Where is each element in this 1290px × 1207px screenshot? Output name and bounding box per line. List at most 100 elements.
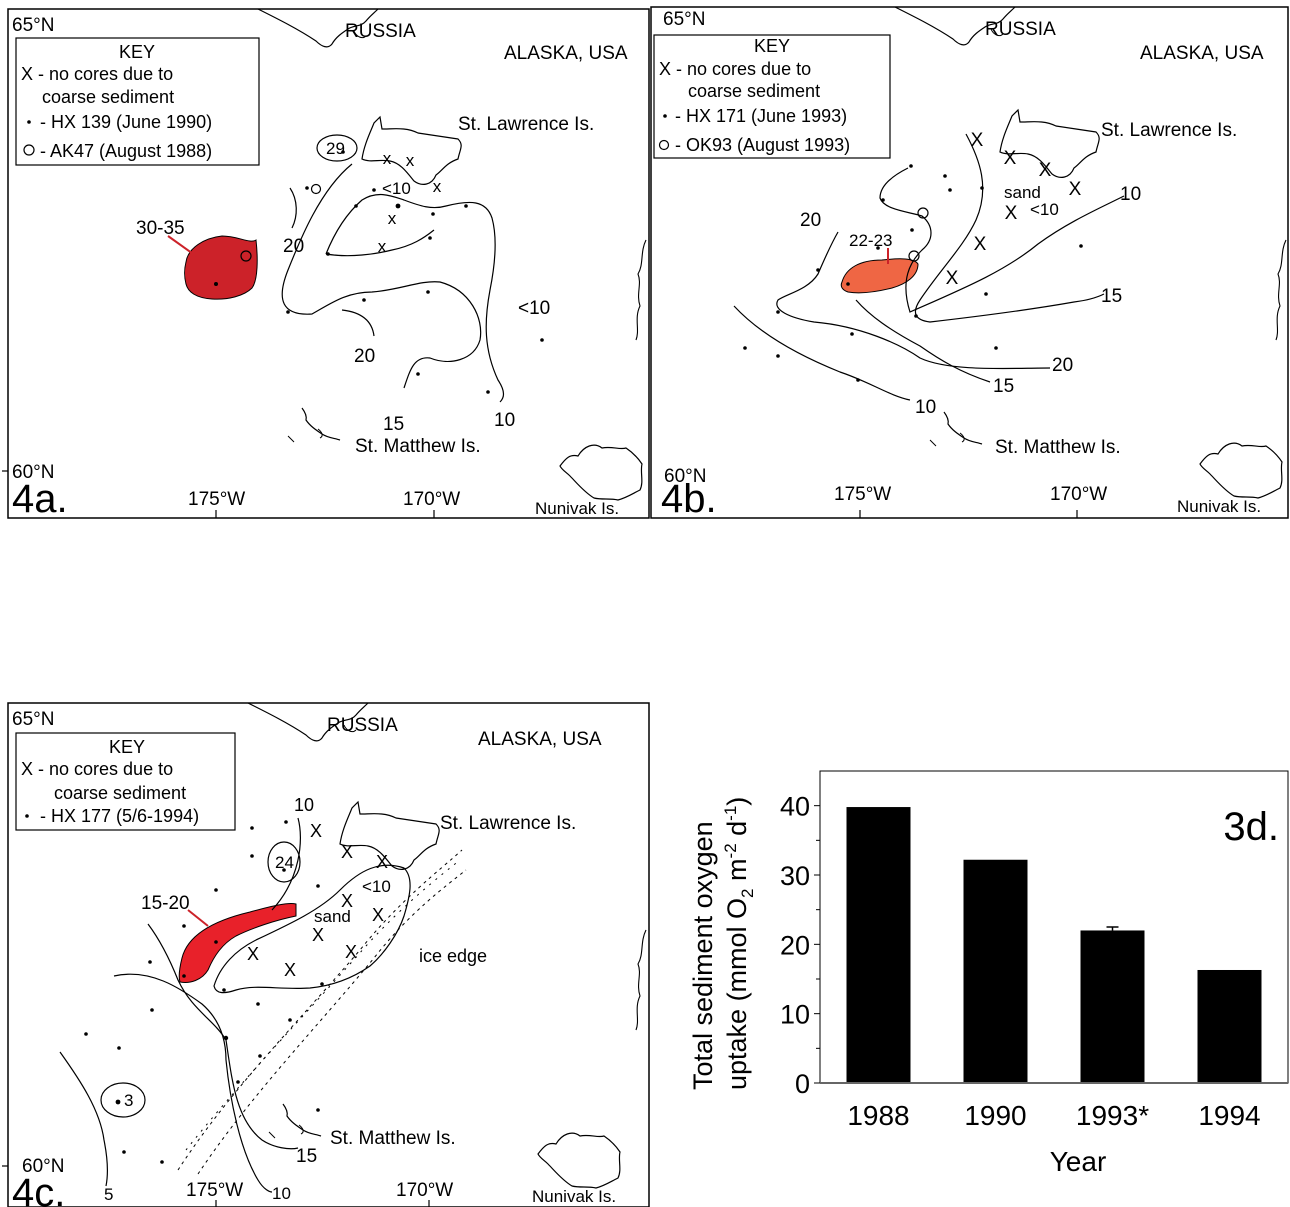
key-box: [15, 37, 260, 166]
svg-text:x: x: [378, 237, 387, 256]
key-x-line2: coarse sediment: [54, 783, 186, 803]
st-matthew-label: St. Matthew Is.: [995, 437, 1121, 458]
x-axis-title: Year: [1050, 1146, 1107, 1177]
svg-text:X: X: [971, 130, 984, 151]
lon-175-label: 175°W: [188, 489, 245, 510]
key-box: [653, 34, 891, 159]
panel-4b-frame: [650, 6, 1289, 519]
stations-4c: [84, 820, 324, 1164]
key-title: KEY: [754, 36, 790, 56]
x-marks-4c: XX X XXX XXX: [247, 821, 388, 980]
label-sand: sand: [314, 907, 351, 926]
label-sand: sand: [1004, 183, 1041, 202]
x-axis: 1988 1990 1993* 1994: [847, 1100, 1260, 1131]
svg-text:x: x: [406, 151, 415, 170]
svg-text:X: X: [310, 821, 322, 841]
label-24: 24: [275, 853, 294, 872]
y-axis-title: Total sediment oxygen uptake (mmol O2 m-…: [688, 797, 757, 1090]
high-uptake-area-1988: [184, 235, 258, 300]
st-lawrence-label: St. Lawrence Is.: [1101, 120, 1237, 141]
svg-text:X: X: [341, 891, 353, 911]
bar-1993*: [1080, 930, 1145, 1083]
st-matthew-label: St. Matthew Is.: [330, 1128, 456, 1149]
label-20a: 20: [800, 210, 821, 231]
key-x-line1: X - no cores due to: [659, 59, 811, 79]
alaska-label: ALASKA, USA: [1140, 43, 1264, 64]
label-15b: 15: [993, 376, 1014, 397]
svg-text:X: X: [946, 268, 959, 289]
bars: [820, 807, 1288, 1084]
chart-title: 3d.: [1223, 805, 1279, 849]
nunivak-label: Nunivak Is.: [1177, 497, 1261, 516]
label-22-23: 22-23: [849, 231, 892, 250]
label-20b: 20: [354, 346, 375, 367]
label-10a: 10: [1120, 184, 1141, 205]
label-10b: 10: [915, 397, 936, 418]
svg-text:X: X: [376, 852, 388, 872]
svg-text:X: X: [1039, 160, 1052, 181]
key-x-line1: X - no cores due to: [21, 759, 173, 779]
stations-4a: [286, 150, 544, 394]
svg-text:X: X: [974, 234, 987, 255]
svg-text:X: X: [1005, 203, 1018, 224]
label-15: 15: [383, 414, 404, 435]
svg-text:X: X: [284, 960, 296, 980]
svg-text:X: X: [312, 925, 324, 945]
key-title: KEY: [119, 42, 155, 62]
label-20b: 20: [1052, 355, 1073, 376]
label-10b: 10: [272, 1184, 291, 1203]
lat-60-label: 60°N: [664, 466, 706, 487]
key-circle-label: - OK93 (August 1993): [675, 135, 850, 155]
nunivak-outline: [559, 444, 643, 501]
label-lt10: <10: [362, 877, 391, 896]
panel-4c: RUSSIA ALASKA, USA 65°N 60°N 4c. 175°W 1…: [2, 702, 650, 1207]
russia-label: RUSSIA: [327, 715, 398, 736]
y-axis-title-line1: Total sediment oxygen: [688, 821, 718, 1090]
bar-1988: [846, 807, 911, 1083]
svg-text:X: X: [1004, 148, 1017, 169]
label-10a: 10: [294, 795, 314, 815]
svg-text:X: X: [247, 944, 259, 964]
panel-4a: RUSSIA ALASKA, USA 65°N 60°N 4a. 175°W 1…: [2, 8, 650, 521]
svg-text:x: x: [433, 177, 442, 196]
label-3: 3: [124, 1091, 133, 1110]
x-tick-label: 1993*: [1076, 1100, 1149, 1131]
svg-text:X: X: [1069, 179, 1082, 200]
y-axis: 0 10 20 30 40: [780, 792, 820, 1099]
nunivak-label: Nunivak Is.: [535, 499, 619, 518]
key-box: [15, 732, 236, 831]
lon-170-label: 170°W: [403, 489, 460, 510]
st-matthew-label: St. Matthew Is.: [355, 436, 481, 457]
label-15: 15: [296, 1146, 317, 1167]
label-lt10b: <10: [518, 298, 550, 319]
russia-label: RUSSIA: [345, 21, 416, 42]
high-uptake-area-1993: [840, 258, 919, 294]
bar-1994: [1197, 969, 1262, 1083]
svg-text:X: X: [372, 905, 384, 925]
lat-60-label: 60°N: [22, 1156, 64, 1177]
y-tick-label: 20: [780, 930, 810, 960]
svg-text:X: X: [341, 842, 353, 862]
lat-65-label: 65°N: [12, 709, 54, 730]
lon-170-label: 170°W: [396, 1180, 453, 1201]
st-lawrence-label: St. Lawrence Is.: [440, 813, 576, 834]
label-10: 10: [494, 410, 515, 431]
panel-4c-frame: [7, 702, 650, 1207]
key-title: KEY: [109, 737, 145, 757]
lat-60-label: 60°N: [12, 462, 54, 483]
panel-4b-tag: 4b.: [661, 477, 717, 521]
uptake-bar-chart: 3d. 0 10 20 30 40 1988 1990 1993* 1994 Year Tot…: [688, 770, 1289, 1177]
panel-4a-tag: 4a.: [12, 477, 68, 521]
label-lt10: <10: [1030, 200, 1059, 219]
panel-4c-tag: 4c.: [12, 1171, 65, 1207]
label-lt10a: <10: [382, 179, 411, 198]
label-ice-edge: ice edge: [419, 946, 487, 966]
lon-175-label: 175°W: [834, 484, 891, 505]
ice-edge-line-1: [177, 849, 463, 1171]
key-dot-label: - HX 171 (June 1993): [675, 106, 847, 126]
st-matthew-outline: [287, 407, 341, 443]
key-dot-label: - HX 139 (June 1990): [40, 112, 212, 132]
alaska-coastline: [635, 239, 647, 341]
